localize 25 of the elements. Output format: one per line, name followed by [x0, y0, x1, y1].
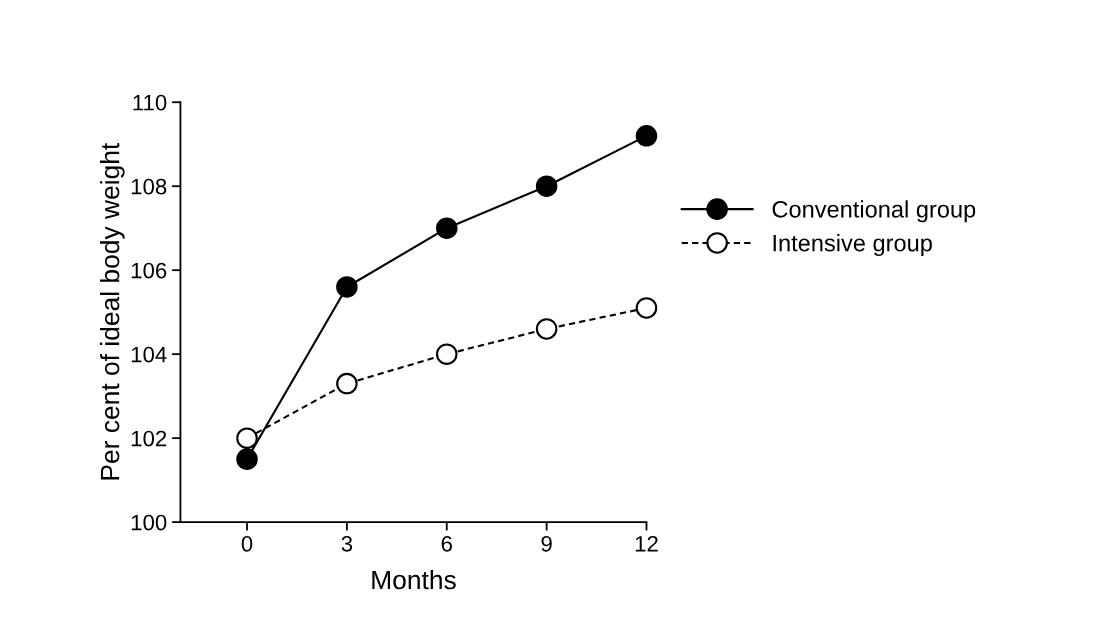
x-tick-label: 6: [441, 535, 452, 552]
point: [336, 276, 358, 298]
x-tick-label: 3: [341, 535, 353, 552]
point: [336, 372, 358, 395]
legend-label: Conventional group: [772, 200, 976, 223]
point: [535, 318, 558, 340]
point: [635, 125, 658, 147]
y-tick-label: 100: [131, 514, 167, 531]
point: [435, 217, 458, 239]
y-tick-label: 106: [131, 262, 167, 279]
y-tick-label: 102: [131, 430, 167, 447]
x-tick-label: 9: [541, 535, 552, 552]
legend-label: Intensive group: [773, 234, 932, 257]
point: [635, 297, 658, 319]
point: [236, 448, 258, 470]
y-axis-title: Per cent of ideal body weight: [100, 142, 125, 480]
point: [236, 427, 258, 449]
y-tick-label: 110: [133, 94, 167, 111]
x-tick-label: 12: [635, 535, 658, 552]
point: [435, 343, 458, 365]
y-tick-label: 104: [131, 346, 167, 363]
x-axis-title: Months: [372, 569, 456, 590]
y-tick-label: 108: [131, 178, 167, 195]
x-tick-label: 0: [241, 535, 253, 552]
point: [535, 175, 558, 197]
